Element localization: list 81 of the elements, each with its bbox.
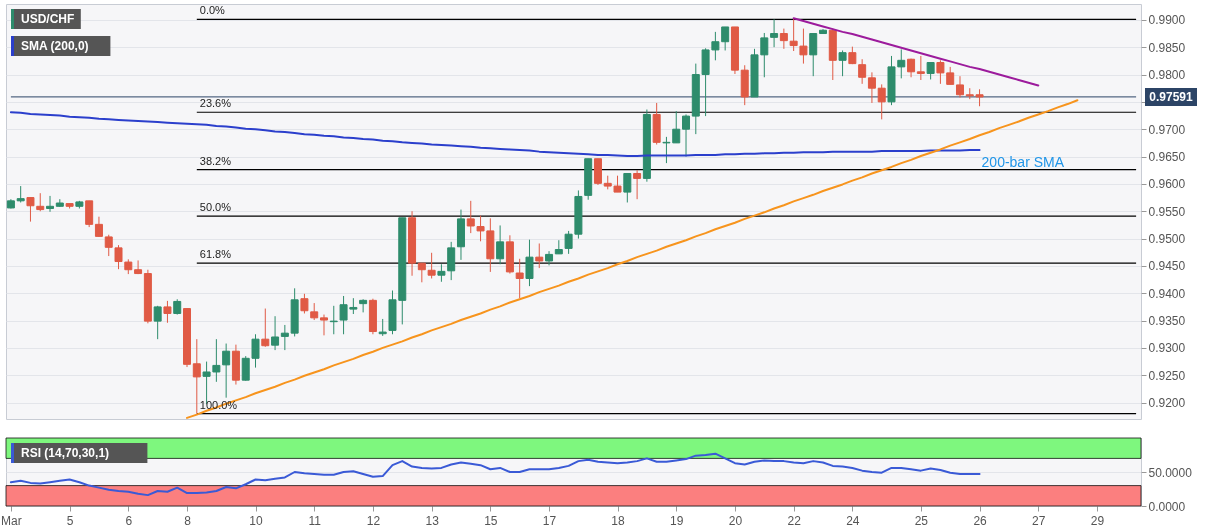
x-tick-label: 22 [787, 513, 802, 526]
candlestick [36, 192, 45, 212]
annotation: 200-bar SMA [981, 153, 1065, 170]
x-tick-label: Mar [1, 513, 22, 526]
y-tick-label: 0.9200 [1148, 396, 1186, 411]
y-tick-label: 0.9400 [1148, 286, 1186, 301]
x-tick-label: 25 [914, 513, 929, 526]
y-tick-label: 0.9250 [1148, 368, 1186, 383]
x-tick-label: 8 [184, 513, 192, 526]
annotation: 0.0% [199, 4, 226, 17]
x-tick-label: 5 [66, 513, 74, 526]
y-tick-label: 0.9600 [1148, 177, 1186, 192]
candlestick [682, 113, 691, 158]
ref-line-label: 0.97591 [1149, 89, 1194, 104]
candlestick [447, 241, 456, 281]
candlestick [163, 300, 172, 324]
y-tick-label: 0.9500 [1148, 232, 1186, 247]
candlestick [877, 83, 886, 120]
candlestick [427, 252, 436, 279]
candlestick [320, 314, 328, 336]
x-tick-label: 15 [484, 513, 498, 526]
x-tick-label: 27 [1032, 513, 1046, 526]
legend-label: USD/CHF [21, 12, 75, 26]
candlestick [955, 75, 964, 98]
legend-label: SMA (200,0) [21, 39, 89, 53]
annotation: 38.2% [199, 154, 232, 167]
line-series [792, 17, 1040, 87]
annotation: 61.8% [199, 248, 232, 261]
x-tick-label: 11 [308, 513, 322, 526]
candlestick [94, 216, 103, 238]
annotation: 23.6% [199, 97, 232, 110]
y-tick-label: 0.9300 [1148, 341, 1186, 356]
x-tick-label: 19 [670, 513, 684, 526]
candlestick [515, 258, 524, 299]
y-tick-label: 0.9550 [1148, 204, 1186, 219]
y-tick-label: 0.9650 [1148, 150, 1186, 165]
candlestick [779, 28, 788, 50]
candlestick [623, 173, 632, 203]
line-series [186, 99, 1079, 419]
x-tick-label: 24 [846, 513, 860, 526]
x-tick-label: 17 [542, 513, 557, 526]
candlestick [916, 55, 925, 81]
candlestick [300, 293, 309, 314]
candlestick [858, 58, 867, 85]
candlestick [261, 308, 270, 348]
line-series [9, 111, 981, 157]
candlestick [153, 305, 162, 340]
annotation: 50.0% [199, 201, 232, 214]
candlestick [134, 259, 143, 275]
candlestick [85, 200, 94, 228]
y-tick-label: 0.9850 [1148, 40, 1186, 55]
candlestick [770, 18, 779, 48]
candlestick [417, 262, 426, 283]
x-tick-label: 10 [249, 513, 263, 526]
candlestick [809, 33, 818, 77]
y-tick-label: 0.9700 [1148, 122, 1186, 137]
x-tick-label: 18 [611, 513, 626, 526]
candlestick [271, 315, 280, 351]
x-tick-label: 29 [1090, 513, 1105, 526]
y-tick-label: 0.0000 [1148, 499, 1186, 514]
y-tick-label: 0.9350 [1148, 314, 1186, 329]
y-tick-label: 0.9900 [1148, 13, 1186, 28]
candlestick [359, 298, 368, 313]
candlestick [496, 224, 505, 265]
y-tick-label: 0.9800 [1148, 68, 1186, 83]
x-tick-label: 13 [425, 513, 440, 526]
candlestick [867, 71, 876, 104]
y-tick-label: 0.9450 [1148, 259, 1186, 274]
legend-label: RSI (14,70,30,1) [21, 446, 110, 460]
candlestick [525, 239, 534, 287]
candlestick [26, 197, 35, 223]
x-tick-label: 12 [366, 513, 381, 526]
x-tick-label: 6 [125, 513, 133, 526]
candlestick [633, 169, 642, 200]
x-tick-label: 20 [728, 513, 743, 526]
candlestick [838, 49, 847, 77]
candlestick [535, 242, 544, 269]
y-tick-label: 50.0000 [1148, 465, 1193, 480]
x-tick-label: 26 [973, 513, 988, 526]
candlestick [192, 338, 201, 415]
candlestick [46, 195, 55, 213]
